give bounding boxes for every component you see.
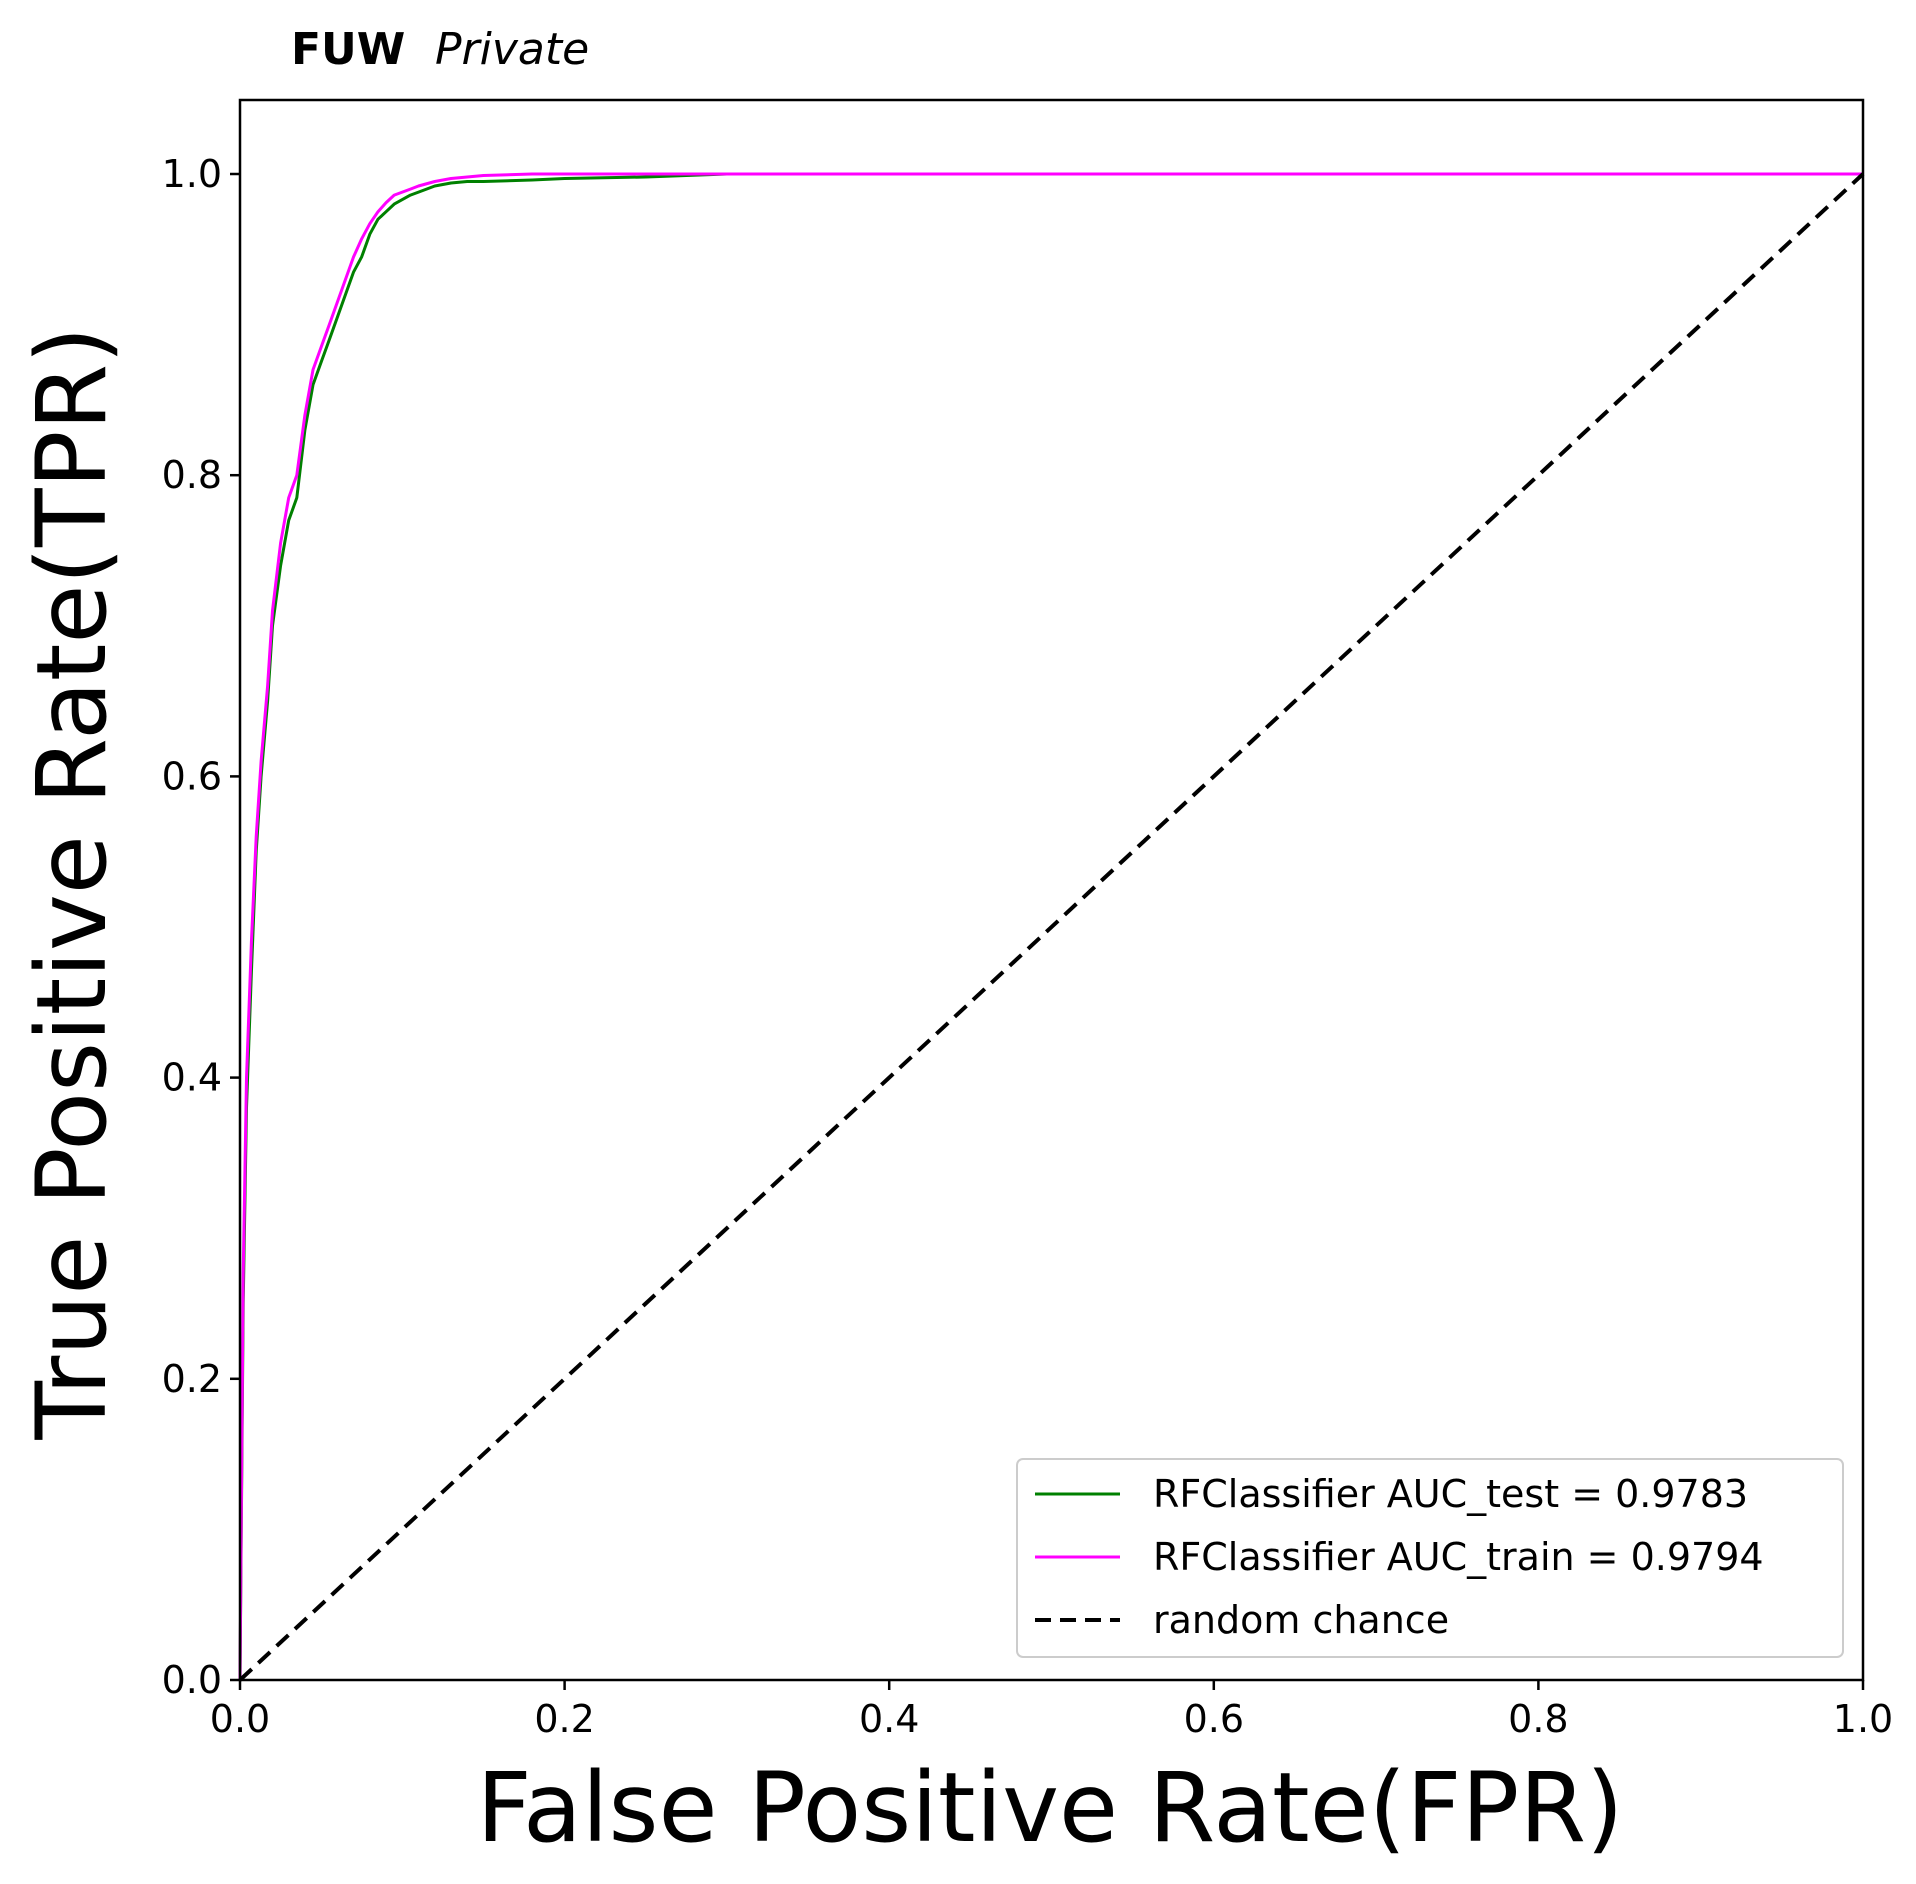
x-tick-label: 0.2	[534, 1697, 594, 1741]
plot-area: 0.0 0.2 0.4 0.6 0.8 1.0 0.0 0.2 0.4 0.6 0.8 1.0 RFCl…	[162, 98, 1893, 1741]
x-tick-label: 0.0	[210, 1697, 270, 1741]
y-axis-label: True Positive Rate(TPR)	[16, 326, 128, 1440]
legend-label-1: RFClassifier AUC_test = 0.9783	[1153, 1472, 1748, 1516]
status-label: Private	[435, 24, 589, 75]
legend-label-2: RFClassifier AUC_train = 0.9794	[1153, 1535, 1764, 1579]
y-tick-label: 0.8	[162, 453, 222, 497]
y-tick-label: 0.6	[162, 754, 222, 798]
y-tick-label: 0.4	[162, 1056, 222, 1100]
legend-label-3: random chance	[1153, 1598, 1449, 1642]
series-line-2	[238, 172, 1863, 1681]
y-tick-label: 1.0	[162, 152, 222, 196]
x-tick-label: 0.8	[1508, 1697, 1568, 1741]
experiment-label: FUW	[291, 24, 405, 75]
y-tick-label: 0.2	[162, 1357, 222, 1401]
x-tick-label: 1.0	[1833, 1697, 1893, 1741]
legend-box	[1016, 1458, 1844, 1658]
x-tick-label: 0.6	[1184, 1697, 1244, 1741]
series-line-3	[238, 172, 1865, 1682]
x-tick-label: 0.4	[859, 1697, 919, 1741]
axes-frame	[238, 98, 1865, 1682]
x-axis-label: False Positive Rate(FPR)	[477, 1752, 1624, 1864]
legend: RFClassifier AUC_test = 0.9783 RFClassifi…	[1016, 1458, 1844, 1658]
y-tick-label: 0.0	[162, 1658, 222, 1702]
